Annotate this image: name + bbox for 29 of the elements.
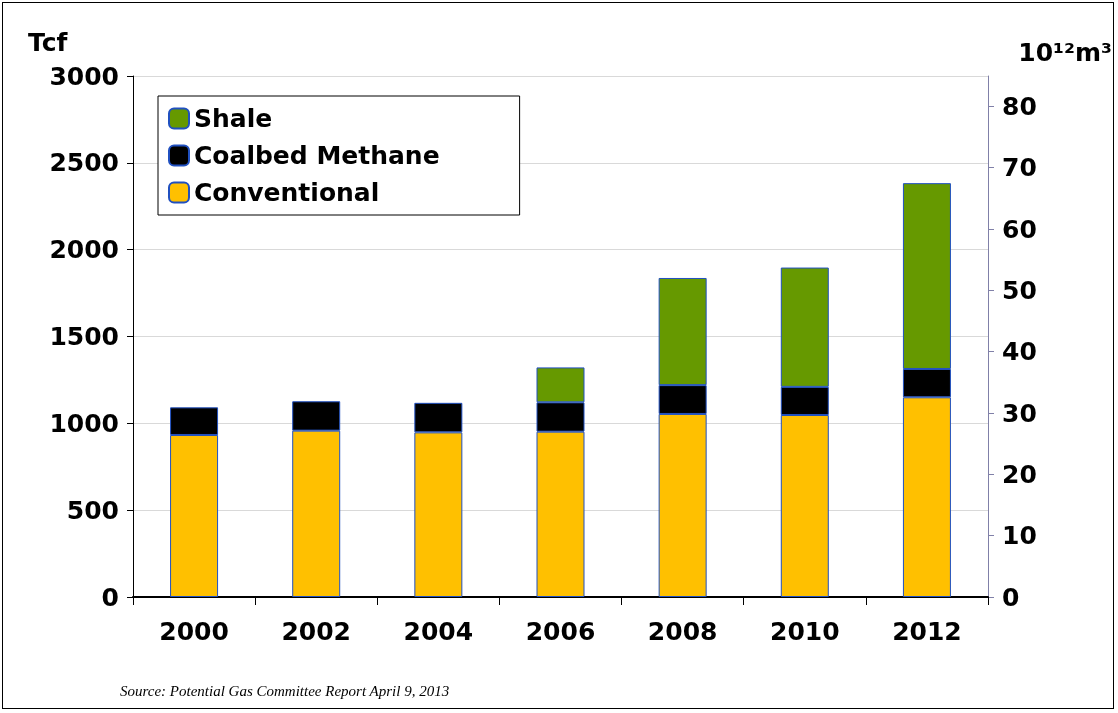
y2-tick-label: 10 xyxy=(1002,521,1037,551)
x-tick-label: 2008 xyxy=(647,617,718,646)
y2-tick-label: 0 xyxy=(1002,582,1020,612)
y2-tick-label: 20 xyxy=(1002,459,1037,489)
y-tick-label: 1000 xyxy=(49,408,119,438)
y2-tick-label: 80 xyxy=(1002,91,1037,121)
y2-axis-title: 10¹²m³ xyxy=(1018,38,1113,67)
y-tick-label: 2000 xyxy=(49,235,119,265)
legend-label: Coalbed Methane xyxy=(194,141,440,170)
y-tick-label: 1500 xyxy=(49,322,119,351)
y-tick-label: 0 xyxy=(101,582,119,612)
y-tick-label: 2500 xyxy=(49,148,119,178)
y2-tick-label: 30 xyxy=(1002,398,1037,428)
legend-label: Shale xyxy=(194,104,273,133)
x-tick-label: 2004 xyxy=(403,617,474,646)
y2-tick-label: 70 xyxy=(1002,153,1037,183)
x-tick-label: 2006 xyxy=(525,617,596,646)
y2-tick-label: 50 xyxy=(1002,275,1037,305)
x-tick-label: 2002 xyxy=(281,617,352,646)
legend-label: Conventional xyxy=(194,178,380,207)
x-tick-label: 2000 xyxy=(159,617,229,646)
y2-tick-label: 40 xyxy=(1002,337,1037,367)
y-axis-title: Tcf xyxy=(28,28,69,57)
x-tick-label: 2012 xyxy=(892,617,962,646)
y-tick-label: 500 xyxy=(66,495,119,525)
x-tick-label: 2010 xyxy=(769,617,840,646)
y-tick-label: 3000 xyxy=(49,61,119,91)
source-note: Source: Potential Gas Committee Report April 9, 2013 xyxy=(120,682,450,699)
y2-tick-label: 60 xyxy=(1002,214,1037,244)
